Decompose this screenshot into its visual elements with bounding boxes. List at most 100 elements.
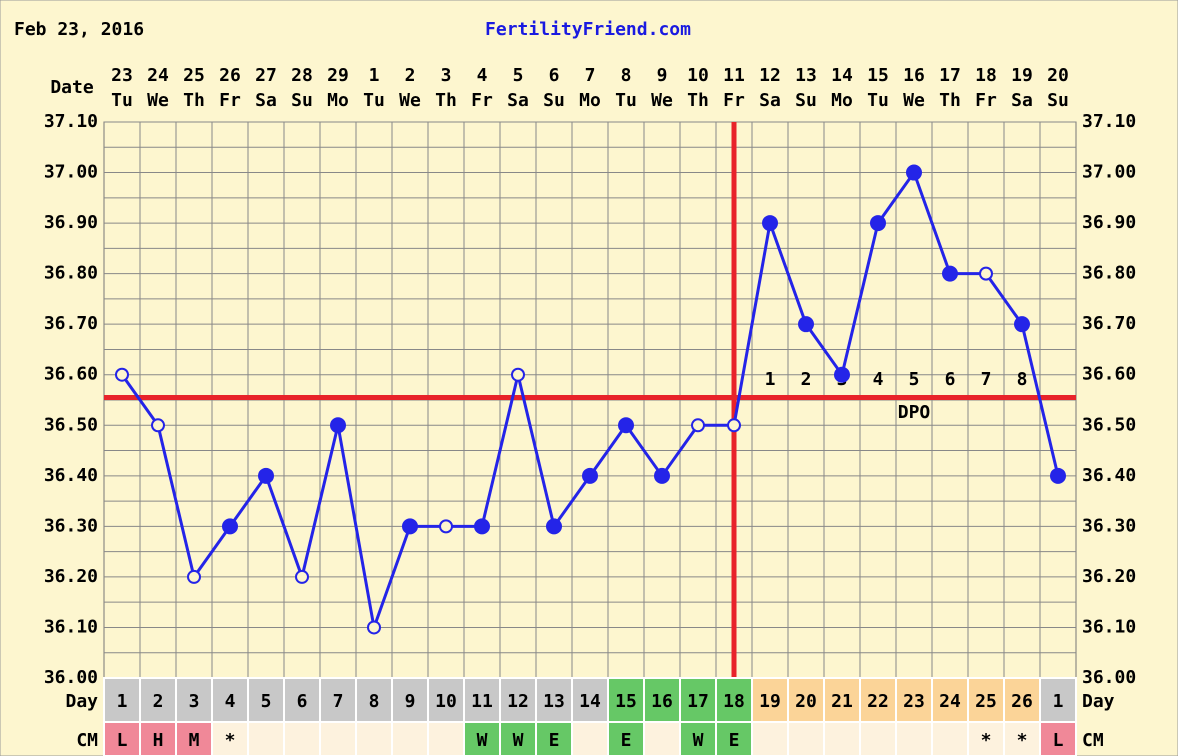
row-cell	[859, 677, 897, 723]
temperature-point	[439, 519, 453, 534]
weekday-label: Fr	[975, 90, 997, 111]
row-cell	[1003, 677, 1041, 723]
temperature-point	[834, 366, 850, 383]
row-cell	[967, 721, 1005, 756]
row-value: 3	[189, 691, 200, 712]
weekday-label: Tu	[111, 90, 133, 111]
row-label-right: Day	[1082, 691, 1115, 712]
weekday-label: Th	[939, 90, 961, 111]
y2-tick-label: 36.30	[1082, 515, 1136, 536]
row-value: 11	[471, 691, 493, 712]
row-value: 13	[543, 691, 565, 712]
row-value: 16	[651, 691, 673, 712]
y2-tick-label: 36.50	[1082, 414, 1136, 435]
y2-tick-label: 36.60	[1082, 364, 1136, 385]
temperature-point	[906, 164, 922, 181]
weekday-label: Sa	[759, 90, 781, 111]
temperature-point	[1050, 467, 1066, 484]
x-tick-label: 27	[255, 65, 277, 86]
temperature-point	[979, 266, 993, 281]
weekday-label: Th	[183, 90, 205, 111]
row-value: 26	[1011, 691, 1033, 712]
y2-tick-label: 36.00	[1082, 667, 1136, 688]
x-tick-label: 3	[441, 65, 452, 86]
x-tick-label: 24	[147, 65, 169, 86]
x-tick-label: 7	[585, 65, 596, 86]
row-value: 1	[117, 691, 128, 712]
row-value: 22	[867, 691, 889, 712]
row-value: E	[729, 730, 740, 751]
x-tick-label: 1	[369, 65, 380, 86]
temperature-point	[798, 316, 814, 333]
weekday-label: Su	[795, 90, 817, 111]
row-cell	[391, 677, 429, 723]
temperature-point	[582, 467, 598, 484]
y-tick-label: 36.30	[44, 515, 98, 536]
row-value: E	[621, 730, 632, 751]
row-cell	[895, 721, 933, 756]
temperature-point	[151, 418, 165, 433]
y-tick-label: 37.00	[44, 162, 98, 183]
row-cell	[715, 721, 753, 756]
weekday-label: We	[903, 90, 925, 111]
y-tick-label: 36.60	[44, 364, 98, 385]
row-value: W	[477, 730, 488, 751]
x-tick-label: 29	[327, 65, 349, 86]
x-tick-label: 17	[939, 65, 961, 86]
row-value: L	[1053, 730, 1064, 751]
row-value: 10	[435, 691, 457, 712]
row-value: L	[117, 730, 128, 751]
weekday-label: Mo	[579, 90, 601, 111]
temperature-point	[258, 467, 274, 484]
weekday-label: Th	[435, 90, 457, 111]
temperature-point	[295, 569, 309, 584]
x-tick-label: 28	[291, 65, 313, 86]
temperature-point	[367, 620, 381, 635]
row-value: 9	[405, 691, 416, 712]
row-value: 1	[1053, 691, 1064, 712]
row-cell	[1039, 677, 1077, 723]
row-value: *	[981, 730, 992, 751]
x-tick-label: 20	[1047, 65, 1069, 86]
row-cell	[571, 721, 609, 756]
row-cell	[751, 721, 789, 756]
x-tick-label: 13	[795, 65, 817, 86]
dpo-label: 1	[765, 369, 776, 390]
y2-tick-label: 36.90	[1082, 212, 1136, 233]
row-value: 4	[225, 691, 236, 712]
y2-tick-label: 37.10	[1082, 111, 1136, 132]
temperature-point	[222, 518, 238, 535]
site-name[interactable]: FertilityFriend.com	[485, 19, 691, 40]
y2-tick-label: 36.40	[1082, 465, 1136, 486]
x-tick-label: 9	[657, 65, 668, 86]
dpo-label: 4	[873, 369, 884, 390]
row-cell	[787, 721, 825, 756]
temperature-point	[942, 265, 958, 282]
dpo-title: DPO	[898, 402, 931, 423]
x-tick-label: 23	[111, 65, 133, 86]
row-cell	[823, 721, 861, 756]
temperature-point	[762, 215, 778, 232]
weekday-label: Tu	[363, 90, 385, 111]
weekday-label: We	[147, 90, 169, 111]
row-label: Day	[65, 691, 98, 712]
x-tick-label: 12	[759, 65, 781, 86]
x-tick-label: 10	[687, 65, 709, 86]
row-value: 14	[579, 691, 601, 712]
row-value: 21	[831, 691, 853, 712]
row-cell	[931, 677, 969, 723]
x-tick-label: 11	[723, 65, 745, 86]
row-value: 24	[939, 691, 961, 712]
row-value: 6	[297, 691, 308, 712]
row-cell	[463, 721, 501, 756]
row-cell	[355, 721, 393, 756]
row-value: 5	[261, 691, 272, 712]
x-tick-label: 6	[549, 65, 560, 86]
row-value: *	[1017, 730, 1028, 751]
row-cell	[283, 721, 321, 756]
row-cell	[319, 721, 357, 756]
weekday-label: Fr	[471, 90, 493, 111]
y-tick-label: 36.90	[44, 212, 98, 233]
row-cell	[247, 721, 285, 756]
